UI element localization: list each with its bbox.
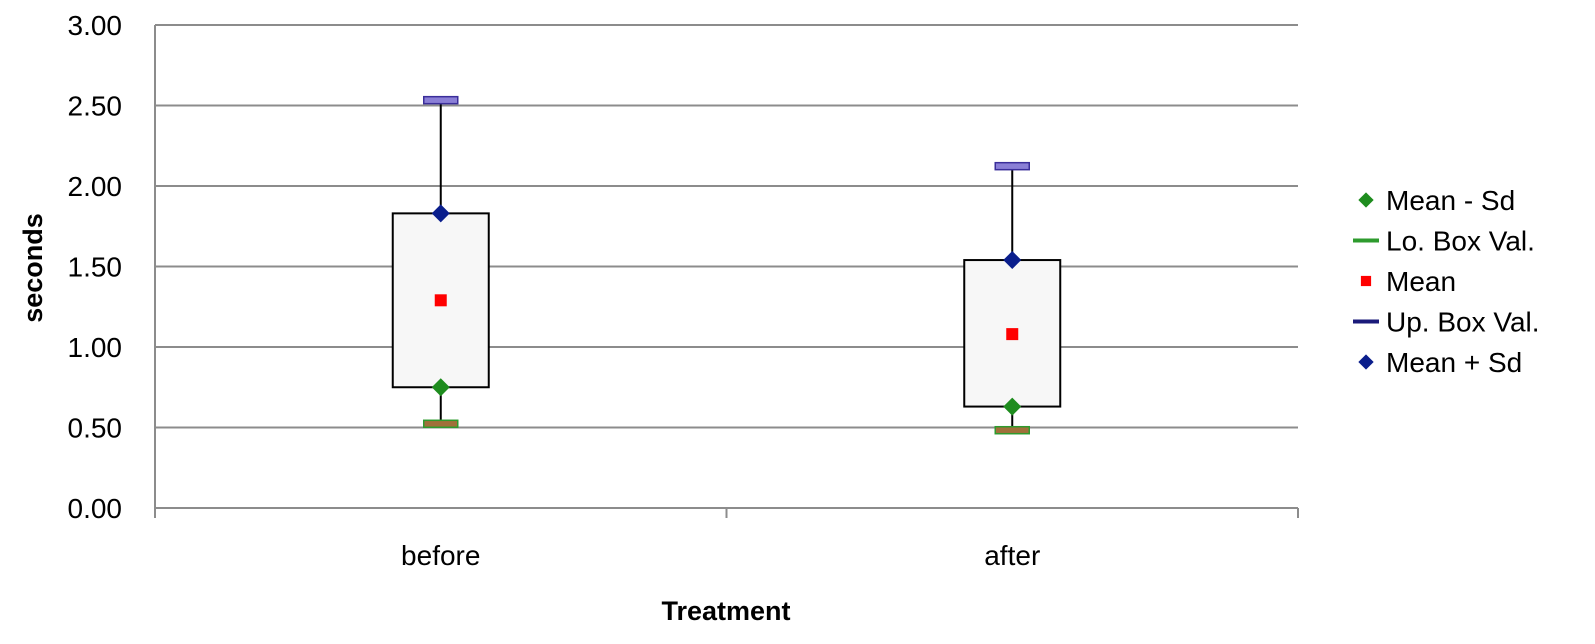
marker-up-box-val	[423, 95, 459, 105]
marker-mean	[1006, 328, 1019, 341]
marker-mean-sd	[1003, 397, 1022, 416]
y-tick-label: 2.00	[68, 171, 123, 202]
markers	[423, 95, 1030, 435]
marker-up-box-val	[994, 161, 1030, 171]
y-tick-label: 0.00	[68, 493, 123, 524]
legend-label-mean-sd: Mean + Sd	[1386, 347, 1522, 378]
y-tick-label: 1.00	[68, 332, 123, 363]
legend-label-mean-sd: Mean - Sd	[1386, 185, 1515, 216]
marker-mean-sd	[431, 378, 450, 397]
marker-mean	[434, 294, 447, 307]
x-axis-title: Treatment	[661, 596, 790, 626]
y-tick-labels: 0.00 0.50 1.00 1.50 2.00 2.50 3.00	[68, 10, 123, 524]
legend-label-lo-box-val: Lo. Box Val.	[1386, 226, 1535, 257]
x-tick-labels: before after	[401, 540, 1040, 571]
legend-label-up-box-val: Up. Box Val.	[1386, 307, 1540, 338]
legend: Mean - Sd Lo. Box Val. Mean Up. Box Val. Mea…	[1353, 185, 1540, 378]
legend-symbol-mean-sd	[1358, 192, 1374, 208]
y-tick-label: 0.50	[68, 413, 123, 444]
marker-lo-box-val	[994, 425, 1030, 435]
y-tick-label: 3.00	[68, 10, 123, 41]
x-tick-label: before	[401, 540, 480, 571]
marker-mean-sd	[431, 204, 450, 223]
y-tick-label: 1.50	[68, 252, 123, 283]
marker-lo-box-val	[423, 419, 459, 429]
boxes	[391, 100, 1062, 431]
x-tick-label: after	[984, 540, 1040, 571]
legend-symbol-mean-sd	[1358, 354, 1374, 370]
legend-symbol-lo-box-val	[1353, 238, 1379, 243]
y-axis-title: seconds	[18, 213, 48, 323]
y-tick-label: 2.50	[68, 91, 123, 122]
legend-symbol-mean	[1360, 275, 1372, 287]
legend-label-mean: Mean	[1386, 266, 1456, 297]
legend-symbol-up-box-val	[1353, 319, 1379, 324]
axes	[154, 25, 1299, 518]
gridlines	[155, 24, 1298, 429]
marker-mean-sd	[1003, 251, 1022, 270]
